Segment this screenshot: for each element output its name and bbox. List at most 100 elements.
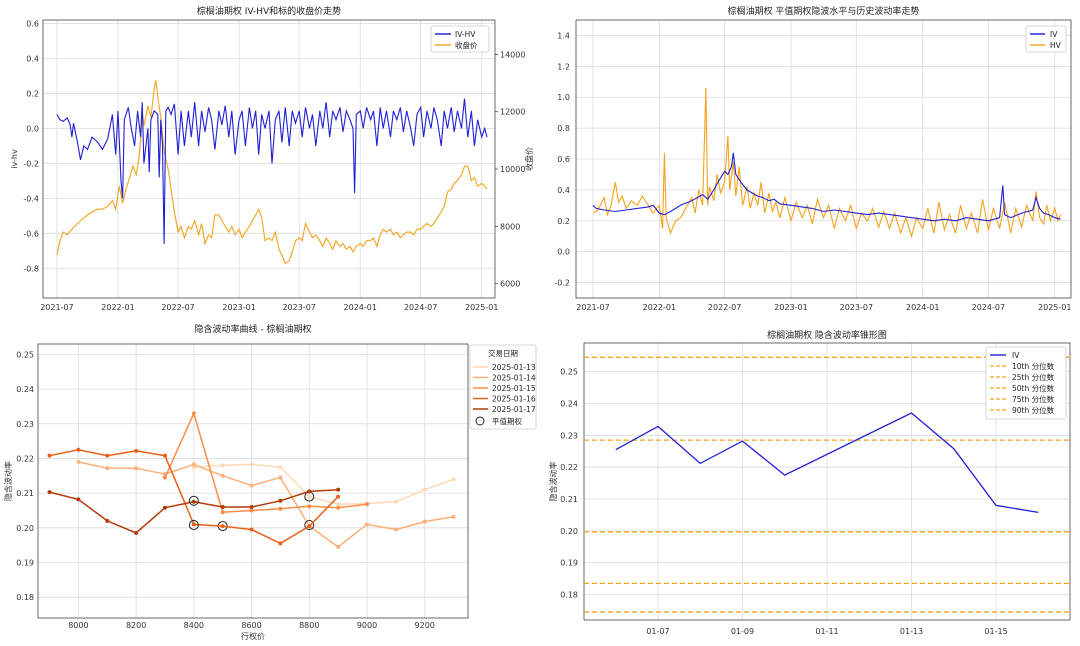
y-tick-label: 0.2 — [26, 89, 39, 98]
y-tick-label: 0.25 — [560, 368, 578, 377]
x-tick-label: 9000 — [357, 621, 377, 630]
y-tick-label: 1.0 — [557, 93, 570, 102]
y-tick-label: -0.2 — [554, 279, 570, 288]
series-iv-line — [615, 412, 1039, 514]
x-tick-label: 8800 — [299, 621, 319, 630]
legend-atm-swatch — [475, 416, 485, 426]
plot-frame — [42, 19, 496, 299]
x-tick-label: 2025-01 — [465, 303, 498, 312]
legend-label: 10th 分位数 — [1012, 361, 1055, 371]
y-tick-label: -0.8 — [23, 264, 39, 273]
chart-title: 棕榈油期权 隐含波动率锥形图 — [767, 329, 887, 341]
plot-frame — [37, 343, 469, 619]
y-tick-label: 0.19 — [560, 559, 578, 568]
smile-point — [249, 508, 254, 513]
y2-tick-label: 14000 — [500, 50, 525, 59]
y-tick-label: 0.24 — [16, 385, 34, 394]
chart-title: 棕榈油期权 IV-HV和标的收盘价走势 — [197, 5, 341, 17]
smile-line-2025-01-14 — [78, 461, 454, 548]
smile-point — [76, 459, 81, 464]
atm-iv-hv-panel: -0.2 0.0 0.2 0.4 0.6 0.8 1.0 1.2 1.4 2021-07 2022-… — [554, 5, 1071, 312]
x-tick-label: 01-07 — [646, 627, 669, 636]
smile-point — [220, 473, 225, 478]
y2-tick-label: 12000 — [500, 108, 525, 117]
smile-point — [307, 494, 312, 499]
smile-point — [249, 527, 254, 532]
legend-label: 2025-01-17 — [492, 405, 536, 414]
y-tick-label: 0.22 — [16, 454, 34, 463]
x-tick-label: 2024-07 — [972, 303, 1005, 312]
iv-smile-panel: 0.18 0.19 0.20 0.21 0.22 0.23 0.24 0.25 8000 8200… — [3, 323, 537, 641]
legend-box — [985, 346, 1067, 420]
y-axis-label: 隐含波动率 — [3, 461, 13, 501]
x-tick-label: 2022-01 — [101, 303, 134, 312]
x-tick-label: 2024-01 — [344, 303, 377, 312]
smile-point — [307, 504, 312, 509]
y-tick-label: 0.0 — [26, 124, 39, 133]
y2-tick-label: 6000 — [500, 280, 520, 289]
x-tick-label: 01-09 — [731, 627, 754, 636]
x-tick-label: 2021-07 — [40, 303, 73, 312]
smile-point — [134, 466, 139, 471]
x-tick-label: 01-13 — [900, 627, 923, 636]
x-tick-label: 2023-01 — [222, 303, 255, 312]
smile-point — [220, 510, 225, 515]
smile-point — [220, 463, 225, 468]
y-tick-label: 0.23 — [560, 431, 578, 440]
legend-label: 25th 分位数 — [1012, 372, 1055, 382]
smile-point — [162, 453, 167, 458]
x-tick-label: 2023-07 — [840, 303, 873, 312]
y-tick-label: 0.21 — [560, 495, 578, 504]
y-tick-label: -0.6 — [23, 229, 39, 238]
y2-tick-label: 8000 — [500, 222, 520, 231]
smile-point — [162, 505, 167, 510]
smile-point — [105, 518, 110, 523]
legend-label: IV-HV — [455, 30, 476, 39]
x-tick-label: 8200 — [126, 621, 146, 630]
smile-point — [191, 465, 196, 470]
legend-label: 75th 分位数 — [1012, 394, 1055, 404]
x-tick-label: 2021-07 — [576, 303, 609, 312]
y-tick-label: 0.25 — [16, 350, 34, 359]
smile-point — [220, 524, 225, 529]
atm-marker — [304, 520, 315, 531]
y-tick-label: 0.21 — [16, 489, 34, 498]
smile-point — [105, 453, 110, 458]
y-tick-label: 1.4 — [557, 31, 570, 40]
y-tick-label: 0.22 — [560, 463, 578, 472]
legend-label: 2025-01-16 — [492, 395, 536, 404]
series-iv-line — [592, 152, 1061, 222]
smile-point — [134, 531, 139, 536]
smile-point — [191, 462, 196, 467]
legend-label: 90th 分位数 — [1012, 405, 1055, 415]
smile-point — [307, 524, 312, 529]
smile-point — [162, 475, 167, 480]
y-tick-label: 0.6 — [26, 19, 39, 28]
smile-point — [134, 448, 139, 453]
smile-point — [76, 447, 81, 452]
smile-point — [220, 505, 225, 510]
smile-point — [422, 519, 427, 524]
smile-point — [364, 502, 369, 507]
smile-point — [278, 506, 283, 511]
smile-point — [278, 541, 283, 546]
smile-point — [451, 477, 456, 482]
x-tick-label: 2024-07 — [404, 303, 437, 312]
smile-point — [47, 490, 52, 495]
y-tick-label: 0.2 — [557, 217, 570, 226]
x-tick-label: 2023-07 — [282, 303, 315, 312]
legend-label: 收盘价 — [455, 40, 478, 50]
y-axis-label: 隐含波动率 — [548, 462, 558, 502]
smile-point — [336, 487, 341, 492]
smile-point — [249, 483, 254, 488]
smile-point — [393, 499, 398, 504]
x-tick-label: 01-11 — [815, 627, 838, 636]
smile-point — [278, 498, 283, 503]
y-tick-label: 0.20 — [560, 527, 578, 536]
x-tick-label: 2025-01 — [1038, 303, 1071, 312]
smile-point — [278, 475, 283, 480]
y-tick-label: -0.2 — [23, 159, 39, 168]
series-close-line — [56, 80, 488, 265]
y2-axis-label: 收盘价 — [524, 147, 534, 171]
